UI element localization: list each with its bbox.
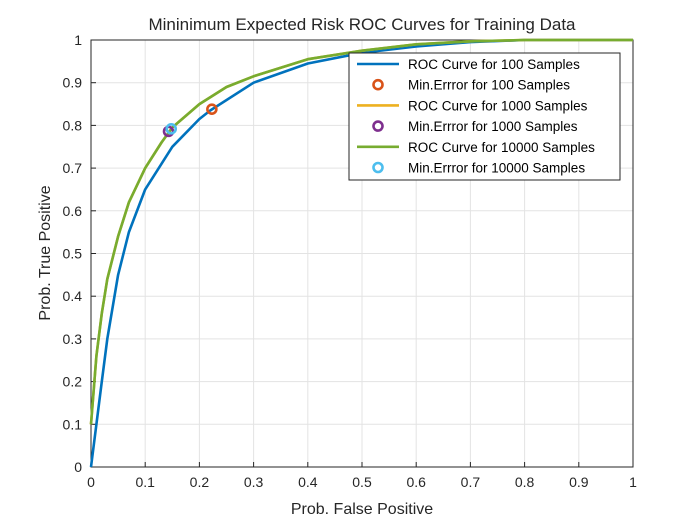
y-tick-label: 0.1 <box>63 416 83 432</box>
x-tick-label: 0.1 <box>135 474 155 490</box>
legend-entry-label: ROC Curve for 1000 Samples <box>408 98 588 113</box>
legend-entry-label: Min.Errror for 100 Samples <box>408 78 570 93</box>
x-tick-label: 0.2 <box>190 474 210 490</box>
y-tick-label: 0.2 <box>63 374 83 390</box>
legend-entry-label: Min.Errror for 1000 Samples <box>408 119 578 134</box>
chart-title: Mininimum Expected Risk ROC Curves for T… <box>148 15 576 34</box>
x-tick-label: 0.4 <box>298 474 318 490</box>
legend-entry-label: ROC Curve for 10000 Samples <box>408 140 595 155</box>
series-line-4 <box>89 38 633 425</box>
x-tick-label: 0.9 <box>569 474 589 490</box>
x-tick-label: 0.3 <box>244 474 264 490</box>
x-tick-label: 0.8 <box>515 474 535 490</box>
min-error-marker-5 <box>165 123 178 135</box>
legend-entry-label: ROC Curve for 100 Samples <box>408 57 580 72</box>
y-tick-label: 0.4 <box>63 288 83 304</box>
min-error-marker-3 <box>162 125 175 138</box>
y-tick-label: 0.7 <box>63 160 83 176</box>
legend-swatch-marker <box>372 120 384 132</box>
y-tick-label: 1 <box>74 32 82 48</box>
x-tick-label: 0.7 <box>461 474 481 490</box>
legend-box <box>348 52 621 181</box>
legend: ROC Curve for 100 Samples Min.Errror for … <box>348 52 621 181</box>
series-group <box>89 38 633 468</box>
y-tick-label: 0.6 <box>63 203 83 219</box>
y-tick-label: 0.5 <box>63 246 83 262</box>
legend-swatch-marker <box>372 78 384 91</box>
y-tick-label: 0.9 <box>63 75 83 91</box>
x-axis: 0 0.1 0.2 0.3 0.4 0.5 0.6 0.7 0.8 0.9 1 <box>87 462 637 490</box>
x-tick-label: 0 <box>87 474 95 490</box>
y-tick-label: 0.8 <box>63 117 83 133</box>
y-axis-label: Prob. True Positive <box>37 185 54 320</box>
y-tick-label: 0.3 <box>63 331 83 347</box>
y-tick-label: 0 <box>74 459 82 475</box>
min-error-marker-1 <box>206 103 218 115</box>
legend-entry-label: Min.Errror for 10000 Samples <box>408 161 585 176</box>
y-axis: 0 0.1 0.2 0.3 0.4 0.5 0.6 0.7 0.8 0.9 1 <box>63 32 96 475</box>
x-tick-label: 1 <box>629 474 637 490</box>
x-tick-label: 0.6 <box>406 474 426 490</box>
x-axis-label: Prob. False Positive <box>291 501 433 518</box>
x-tick-label: 0.5 <box>352 474 372 490</box>
legend-swatch-marker <box>372 161 384 174</box>
